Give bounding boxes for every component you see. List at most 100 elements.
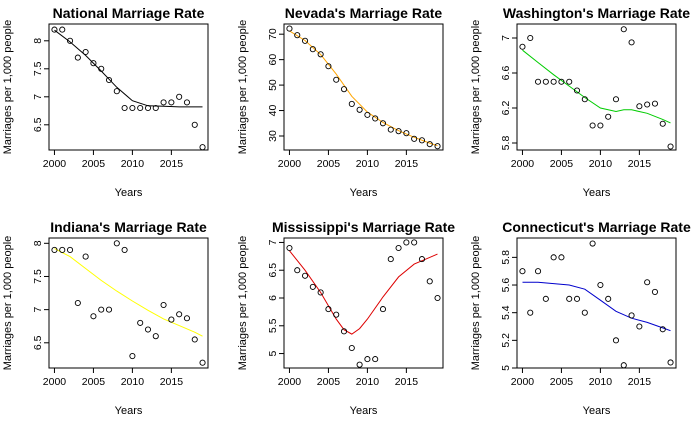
- data-point: [66, 246, 74, 253]
- data-point: [144, 104, 152, 112]
- y-tick-label: 6.5: [32, 335, 44, 350]
- x-tick-label: 2000: [278, 158, 302, 170]
- y-tick-label: 5.8: [500, 250, 512, 265]
- data-point: [286, 244, 293, 252]
- data-point: [403, 239, 410, 246]
- x-tick-label: 2010: [356, 158, 380, 170]
- data-point: [372, 356, 379, 363]
- x-tick-label: 2015: [395, 158, 419, 170]
- data-point: [152, 104, 159, 112]
- x-axis-label: Years: [583, 187, 611, 199]
- data-point: [597, 122, 604, 129]
- data-point: [418, 137, 426, 144]
- data-point: [581, 309, 588, 316]
- plot-frame: [283, 23, 444, 151]
- chart-panel: Washington's Marriage Rate 2000 2005 2010 20…: [470, 5, 690, 199]
- data-point: [418, 256, 426, 263]
- data-point: [309, 46, 316, 53]
- data-point: [534, 268, 542, 275]
- data-point: [129, 353, 136, 360]
- data-point: [519, 268, 526, 275]
- data-point: [348, 344, 355, 352]
- data-point: [90, 60, 97, 67]
- data-point: [605, 113, 612, 120]
- data-point: [144, 326, 152, 333]
- data-point: [589, 240, 596, 247]
- x-tick-label: 2015: [628, 158, 652, 170]
- y-tick-label: 50: [267, 79, 279, 91]
- data-point: [137, 319, 144, 326]
- data-point: [82, 253, 89, 260]
- plot-frame: [48, 237, 209, 369]
- data-point: [333, 311, 340, 318]
- y-tick-label: 6: [267, 295, 279, 301]
- x-tick-label: 2000: [43, 158, 67, 170]
- data-point: [612, 337, 620, 344]
- data-point: [527, 34, 534, 42]
- y-axis-label: Marriages per 1,000 people: [2, 236, 14, 371]
- data-point: [183, 99, 191, 106]
- x-tick-label: 2015: [160, 376, 184, 388]
- y-tick-label: 70: [267, 28, 279, 40]
- x-tick-label: 2005: [82, 158, 106, 170]
- y-tick-label: 7: [267, 239, 279, 245]
- data-point: [317, 289, 324, 296]
- data-point: [98, 306, 105, 313]
- x-tick-label: 2005: [82, 376, 106, 388]
- data-point: [51, 246, 58, 253]
- data-point: [387, 256, 394, 263]
- x-tick-label: 2000: [278, 376, 302, 388]
- data-point: [395, 244, 402, 252]
- data-point: [372, 115, 379, 122]
- data-point: [651, 288, 659, 295]
- chart-title: Washington's Marriage Rate: [503, 5, 690, 21]
- data-point: [644, 101, 651, 108]
- y-tick-label: 5.4: [500, 305, 512, 320]
- data-point: [199, 359, 206, 366]
- plot-frame: [283, 237, 444, 369]
- data-point: [121, 246, 128, 253]
- data-point: [74, 54, 81, 61]
- chart-title: Indiana's Marriage Rate: [50, 219, 207, 235]
- data-point: [659, 326, 666, 333]
- data-point: [364, 356, 371, 363]
- chart-panel: Indiana's Marriage Rate 2000 2005 2010 2015 6…: [2, 219, 209, 417]
- y-tick-label: 40: [267, 105, 279, 117]
- x-tick-label: 2005: [317, 376, 341, 388]
- data-point: [612, 96, 620, 103]
- y-tick-label: 6.5: [267, 263, 279, 278]
- data-point: [519, 43, 526, 50]
- data-point: [294, 32, 301, 39]
- data-point: [168, 316, 175, 323]
- plot-frame: [48, 23, 209, 151]
- y-tick-label: 5.5: [267, 318, 279, 333]
- data-point: [581, 96, 588, 103]
- chart-panel: Connecticut's Marriage Rate 2000 2005 2010 2…: [470, 219, 691, 417]
- data-point: [379, 306, 387, 313]
- x-axis-label: Years: [350, 405, 378, 417]
- x-tick-label: 2005: [550, 376, 574, 388]
- data-point: [309, 283, 316, 290]
- data-point: [183, 315, 191, 322]
- data-point: [426, 141, 433, 148]
- trend-line: [289, 250, 438, 335]
- data-point: [628, 39, 635, 46]
- y-tick-label: 5: [267, 350, 279, 356]
- data-point: [434, 143, 441, 150]
- data-point: [199, 144, 206, 151]
- y-tick-label: 5.6: [500, 278, 512, 293]
- data-point: [286, 25, 293, 32]
- data-point: [628, 312, 635, 319]
- data-point: [597, 281, 604, 289]
- data-point: [137, 104, 144, 112]
- x-axis-label: Years: [115, 187, 143, 199]
- data-point: [105, 306, 113, 313]
- data-point: [566, 78, 573, 85]
- y-tick-label: 6.5: [32, 117, 44, 132]
- data-point: [356, 106, 363, 113]
- data-point: [105, 76, 113, 84]
- data-point: [395, 128, 402, 135]
- chart-title: Connecticut's Marriage Rate: [502, 219, 691, 235]
- data-point: [566, 295, 573, 302]
- data-point: [620, 26, 627, 33]
